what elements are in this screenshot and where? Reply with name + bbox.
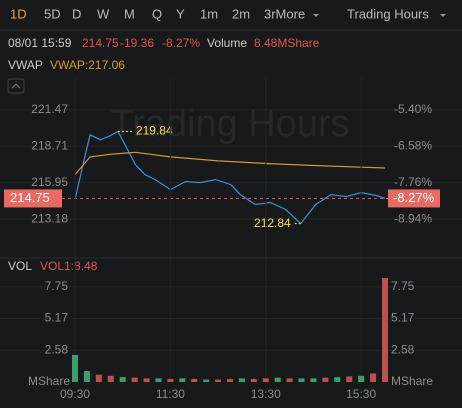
y2-tick-label: -5.40% xyxy=(394,102,432,116)
volume-bar xyxy=(155,378,162,382)
collapse-button[interactable] xyxy=(7,78,25,94)
x-tick-label: 09:30 xyxy=(60,387,90,401)
volume-bar xyxy=(179,378,186,382)
info-price: 214.75 xyxy=(82,36,119,50)
x-tick-label: 13:30 xyxy=(251,387,281,401)
panel-title: VOL xyxy=(8,259,32,273)
volume-bar xyxy=(95,374,102,382)
volume-bar xyxy=(298,378,305,382)
tab[interactable]: W xyxy=(97,6,110,21)
dropdown-icon[interactable] xyxy=(313,14,319,17)
tab[interactable]: M xyxy=(124,6,135,21)
y-tick-label: 7.75 xyxy=(45,279,69,293)
info-change-pct: -8.27% xyxy=(162,36,200,50)
y-tick-label: 5.17 xyxy=(45,311,69,325)
y2-tick-label: -6.58% xyxy=(394,138,432,152)
y2-tick-label: -7.76% xyxy=(394,175,432,189)
y2-tick-label: 7.75 xyxy=(391,279,415,293)
annotation: 219.84 xyxy=(136,124,173,138)
price-tag xyxy=(4,189,62,208)
collapse-icon[interactable] xyxy=(11,83,21,89)
y2-tick-label: 2.58 xyxy=(391,343,415,357)
tab[interactable]: 3rMore xyxy=(264,6,305,21)
volume-bar xyxy=(346,376,353,382)
volume-bar xyxy=(119,377,126,382)
volume-bar xyxy=(334,377,341,382)
volume-bar xyxy=(286,378,293,382)
tab[interactable]: Y xyxy=(176,6,185,21)
volume-bar xyxy=(322,377,329,382)
info-volume: 8.48MShare xyxy=(254,36,320,50)
y-tick-label: 218.71 xyxy=(31,138,68,152)
volume-bar xyxy=(227,378,233,382)
volume-bar xyxy=(358,375,365,382)
y-tick-label: 221.47 xyxy=(31,102,68,116)
volume-bar xyxy=(203,379,210,382)
tab[interactable]: D xyxy=(72,6,81,21)
y-tick-label: 2.58 xyxy=(45,343,69,357)
series-line xyxy=(74,130,386,225)
unit-label: MShare xyxy=(391,374,433,388)
pct-tag xyxy=(388,189,440,208)
x-tick-label: 11:30 xyxy=(156,387,185,401)
volume-bar xyxy=(238,378,245,382)
volume-bar xyxy=(167,378,174,382)
y2-tick-label: -8.94% xyxy=(394,211,432,225)
volume-bar xyxy=(83,370,90,382)
panel-title: VWAP xyxy=(8,58,43,72)
volume-bar xyxy=(143,378,150,382)
tab[interactable]: Q xyxy=(152,6,162,21)
tab[interactable]: 2m xyxy=(232,6,250,21)
volume-bar xyxy=(250,378,257,382)
volume-bar xyxy=(382,277,388,382)
volume-bar xyxy=(191,378,198,382)
tab[interactable]: 1D xyxy=(10,6,27,21)
x-tick-label: 15:30 xyxy=(346,387,376,401)
volume-bar xyxy=(72,355,78,382)
volume-bar xyxy=(262,378,269,382)
y-tick-label: 215.95 xyxy=(31,175,68,189)
volume-bar xyxy=(274,377,281,382)
y2-tick-label: 5.17 xyxy=(391,311,415,325)
info-time: 08/01 15:59 xyxy=(8,36,72,50)
info-change: -19.36 xyxy=(120,36,154,50)
price-tag-label: 214.75 xyxy=(10,190,50,205)
tab[interactable]: 5D xyxy=(44,6,61,21)
tab[interactable]: 1m xyxy=(200,6,218,21)
session-selector[interactable]: Trading Hours xyxy=(347,6,429,21)
volume-bar xyxy=(131,377,138,382)
series-line xyxy=(74,151,386,175)
volume-bar xyxy=(310,378,317,382)
annotation: 212.84 xyxy=(254,216,291,230)
volume-bar xyxy=(370,373,377,382)
volume-bar xyxy=(107,375,114,382)
info-volume-label: Volume xyxy=(207,36,247,50)
pct-tag-label: -8.27% xyxy=(393,190,435,205)
unit-label: MShare xyxy=(28,374,70,388)
dropdown-icon[interactable] xyxy=(440,14,446,17)
legend-entry: VWAP:217.06 xyxy=(50,58,125,72)
y-tick-label: 213.18 xyxy=(31,211,68,225)
volume-bar xyxy=(215,379,222,382)
legend-entry: VOL1:8.48 xyxy=(40,259,98,273)
